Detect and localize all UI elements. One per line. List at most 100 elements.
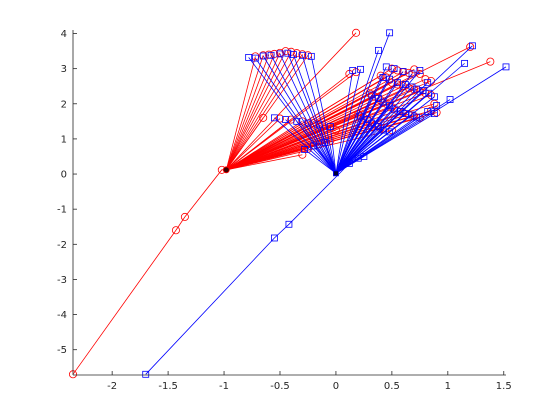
data-point <box>326 123 334 131</box>
x-tick-label: 0 <box>333 381 339 392</box>
data-point <box>425 89 433 97</box>
data-point <box>502 63 510 71</box>
spoke-line <box>226 118 281 171</box>
data-point <box>275 114 284 123</box>
data-point <box>375 46 382 54</box>
data-point <box>386 102 394 109</box>
data-point <box>401 110 409 118</box>
spoke-line <box>304 149 337 174</box>
data-point <box>390 65 398 73</box>
y-tick-label: 4 <box>61 29 67 40</box>
data-point <box>245 54 253 61</box>
data-point <box>298 50 307 59</box>
data-point <box>304 119 312 127</box>
data-point <box>345 160 353 167</box>
data-point <box>446 96 454 103</box>
data-point <box>375 95 382 102</box>
data-point <box>379 98 387 106</box>
spoke-line <box>335 105 390 174</box>
spoke-line <box>313 145 337 174</box>
data-point <box>357 65 364 73</box>
data-point <box>320 124 329 133</box>
spoke-line <box>335 119 368 174</box>
data-point <box>354 110 363 119</box>
data-point <box>270 234 278 242</box>
spoke-line <box>335 66 507 174</box>
data-point <box>368 119 376 127</box>
data-point <box>321 139 329 146</box>
spoke-line <box>301 55 337 174</box>
spoke-line <box>225 52 298 171</box>
spoke-line <box>335 115 361 174</box>
x-tick-label: 0.5 <box>384 381 400 392</box>
spoke-line <box>226 117 365 171</box>
spoke-line <box>255 57 337 174</box>
data-point <box>276 50 284 58</box>
data-point <box>331 126 340 135</box>
data-point <box>298 150 307 159</box>
spoke-line <box>279 53 337 174</box>
spoke-line <box>225 54 303 171</box>
data-point <box>421 75 430 84</box>
axes-layer: -2 -1.5 -1 -0.5 0 0.5 1 1.5 -5 -4 -3 -2 -1 0 1 2 3 4 <box>57 29 512 392</box>
x-tick-label: -2 <box>107 381 117 392</box>
spoke-line <box>226 77 387 171</box>
data-point <box>309 119 318 128</box>
data-point <box>408 111 416 119</box>
spoke-line <box>225 56 256 170</box>
data-point <box>413 85 420 93</box>
y-tick-label: -4 <box>57 310 67 321</box>
y-tick-label: -2 <box>57 240 67 251</box>
data-point <box>394 79 401 87</box>
data-point <box>293 117 301 125</box>
series-layer <box>69 28 510 379</box>
data-point <box>315 121 323 129</box>
data-point <box>397 108 405 115</box>
spoke-line <box>335 70 354 174</box>
y-tick-label: -5 <box>57 345 67 356</box>
data-point <box>343 158 351 166</box>
data-point <box>287 115 296 124</box>
data-point <box>301 146 309 153</box>
data-point <box>466 42 475 51</box>
series-blue <box>142 29 510 378</box>
data-point <box>413 113 420 121</box>
spoke-line <box>226 92 370 171</box>
data-point <box>393 80 402 89</box>
hub-point <box>333 170 339 177</box>
data-point <box>275 48 284 57</box>
spoke-line <box>335 122 373 174</box>
x-tick-label: 1.5 <box>496 381 512 392</box>
chain-line <box>145 163 350 375</box>
data-point <box>354 154 362 162</box>
data-point <box>379 126 387 134</box>
spoke-line <box>335 113 406 174</box>
spoke-line <box>274 117 337 174</box>
spoke-line <box>225 52 281 170</box>
data-point <box>486 57 495 66</box>
spoke-line <box>335 50 379 174</box>
data-point <box>410 65 419 74</box>
y-tick-label: 2 <box>61 99 67 110</box>
spoke-line <box>335 129 384 174</box>
data-point <box>433 102 441 109</box>
data-point <box>424 79 432 87</box>
data-point <box>387 126 396 135</box>
x-tick-label: 1 <box>445 381 451 392</box>
data-point <box>270 114 278 122</box>
data-point <box>290 51 297 58</box>
data-point <box>357 112 364 120</box>
data-point <box>401 81 409 88</box>
hub-point <box>222 166 230 174</box>
data-point <box>267 51 275 59</box>
spoke-line <box>225 117 264 171</box>
data-point <box>284 49 292 57</box>
spoke-line <box>324 142 337 174</box>
data-point <box>285 220 293 228</box>
data-point <box>142 370 150 378</box>
data-point <box>430 110 438 118</box>
y-tick-label: 0 <box>61 170 67 181</box>
spoke-line <box>226 120 370 171</box>
spoke-line <box>287 53 337 174</box>
